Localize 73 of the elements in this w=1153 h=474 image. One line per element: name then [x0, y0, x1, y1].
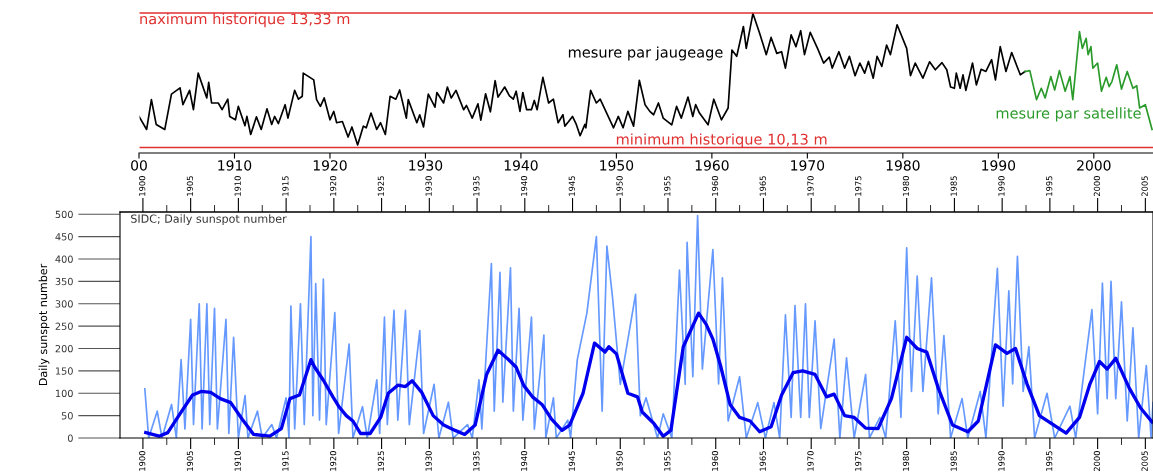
x-tick-label: 1940: [504, 160, 538, 171]
y-tick-label: 100: [55, 389, 73, 398]
x-tick-label: 1900: [139, 451, 146, 471]
x-tick-label: 1925: [377, 451, 385, 471]
x-tick-label: 1940: [520, 451, 528, 471]
x-tick-label: 1915: [282, 451, 289, 471]
annotation: SIDC; Daily sunspot number: [131, 214, 287, 226]
x-tick-label: 2005: [1141, 451, 1148, 472]
x2-tick-label: 1920: [329, 176, 337, 196]
x2-tick-label: 1995: [1046, 176, 1053, 196]
x-tick-label: 1920: [313, 160, 347, 171]
x2-tick-label: 1915: [282, 176, 289, 196]
x2-tick-label: 2000: [1093, 176, 1101, 197]
x2-tick-label: 1980: [902, 176, 910, 196]
x-tick-label: 1970: [791, 160, 825, 171]
x-tick-label: 1960: [695, 160, 729, 171]
x2-tick-label: 1960: [711, 176, 719, 196]
x-tick-label: 1930: [425, 451, 432, 471]
x-tick-label: 1985: [950, 451, 957, 471]
x-tick-label: 1970: [807, 451, 814, 471]
y-tick-label: 450: [55, 233, 73, 241]
y-tick-label: 150: [55, 367, 73, 375]
x2-tick-label: 1930: [425, 176, 432, 196]
x2-tick-label: 1905: [186, 176, 194, 196]
x-tick-label: 1955: [664, 451, 671, 471]
y-tick-label: 400: [55, 255, 73, 263]
x-tick-label: 1980: [902, 451, 910, 471]
ref-line-label: naximum historique 13,33 m: [140, 13, 350, 28]
x-tick-label: 2000: [1093, 451, 1101, 472]
x-tick-label: 1990: [982, 160, 1016, 171]
x2-tick-label: 1910: [234, 176, 241, 196]
x-tick-label: 1930: [409, 160, 443, 171]
x2-tick-label: 1965: [759, 176, 766, 196]
x-tick-label: 1935: [473, 451, 480, 471]
ref-line-label: minimum historique 10,13 m: [616, 133, 827, 148]
x-tick-label: 2000: [1077, 160, 1111, 171]
line-series: [144, 311, 1153, 438]
series-label: mesure par satellite: [996, 107, 1141, 122]
x2-tick-label: 1955: [664, 176, 671, 196]
x2-tick-label: 1935: [473, 176, 480, 196]
x-tick-label: 1975: [855, 451, 862, 471]
x-tick-label: 1965: [759, 451, 766, 471]
series-label: mesure par jaugeage: [568, 46, 723, 61]
x2-tick-label: 1945: [568, 176, 575, 196]
x-tick-label: 1910: [234, 451, 241, 471]
x-tick-label: 00: [131, 160, 147, 171]
y-tick-label: 200: [55, 344, 73, 353]
x2-tick-label: 1900: [139, 176, 146, 196]
x2-tick-label: 1940: [520, 176, 528, 196]
y-tick-label: 50: [61, 412, 73, 420]
x-tick-label: 1950: [600, 160, 634, 171]
y-tick-label: 500: [55, 210, 73, 219]
x-tick-label: 1920: [329, 451, 337, 471]
x2-tick-label: 1985: [950, 176, 957, 196]
x-tick-label: 1905: [186, 451, 194, 471]
x2-tick-label: 1975: [855, 176, 862, 196]
x2-tick-label: 1990: [998, 176, 1005, 196]
x-tick-label: 1990: [998, 451, 1005, 471]
x2-tick-label: 1925: [377, 176, 385, 196]
y-tick-label: 250: [55, 322, 73, 330]
y-axis-title: Daily sunspot number: [38, 263, 50, 386]
x-tick-label: 1910: [218, 160, 252, 171]
x2-tick-label: 1950: [616, 176, 623, 196]
x2-tick-label: 1970: [807, 176, 814, 196]
x-tick-label: 1960: [711, 451, 719, 471]
y-tick-label: 350: [55, 277, 73, 286]
y-tick-label: 300: [55, 300, 73, 308]
x-tick-label: 1980: [886, 160, 920, 171]
x2-tick-label: 2005: [1141, 176, 1148, 197]
x-tick-label: 1945: [568, 451, 575, 471]
x-tick-label: 1950: [616, 451, 623, 471]
y-tick-label: 0: [67, 434, 73, 442]
x-tick-label: 1995: [1046, 451, 1053, 471]
